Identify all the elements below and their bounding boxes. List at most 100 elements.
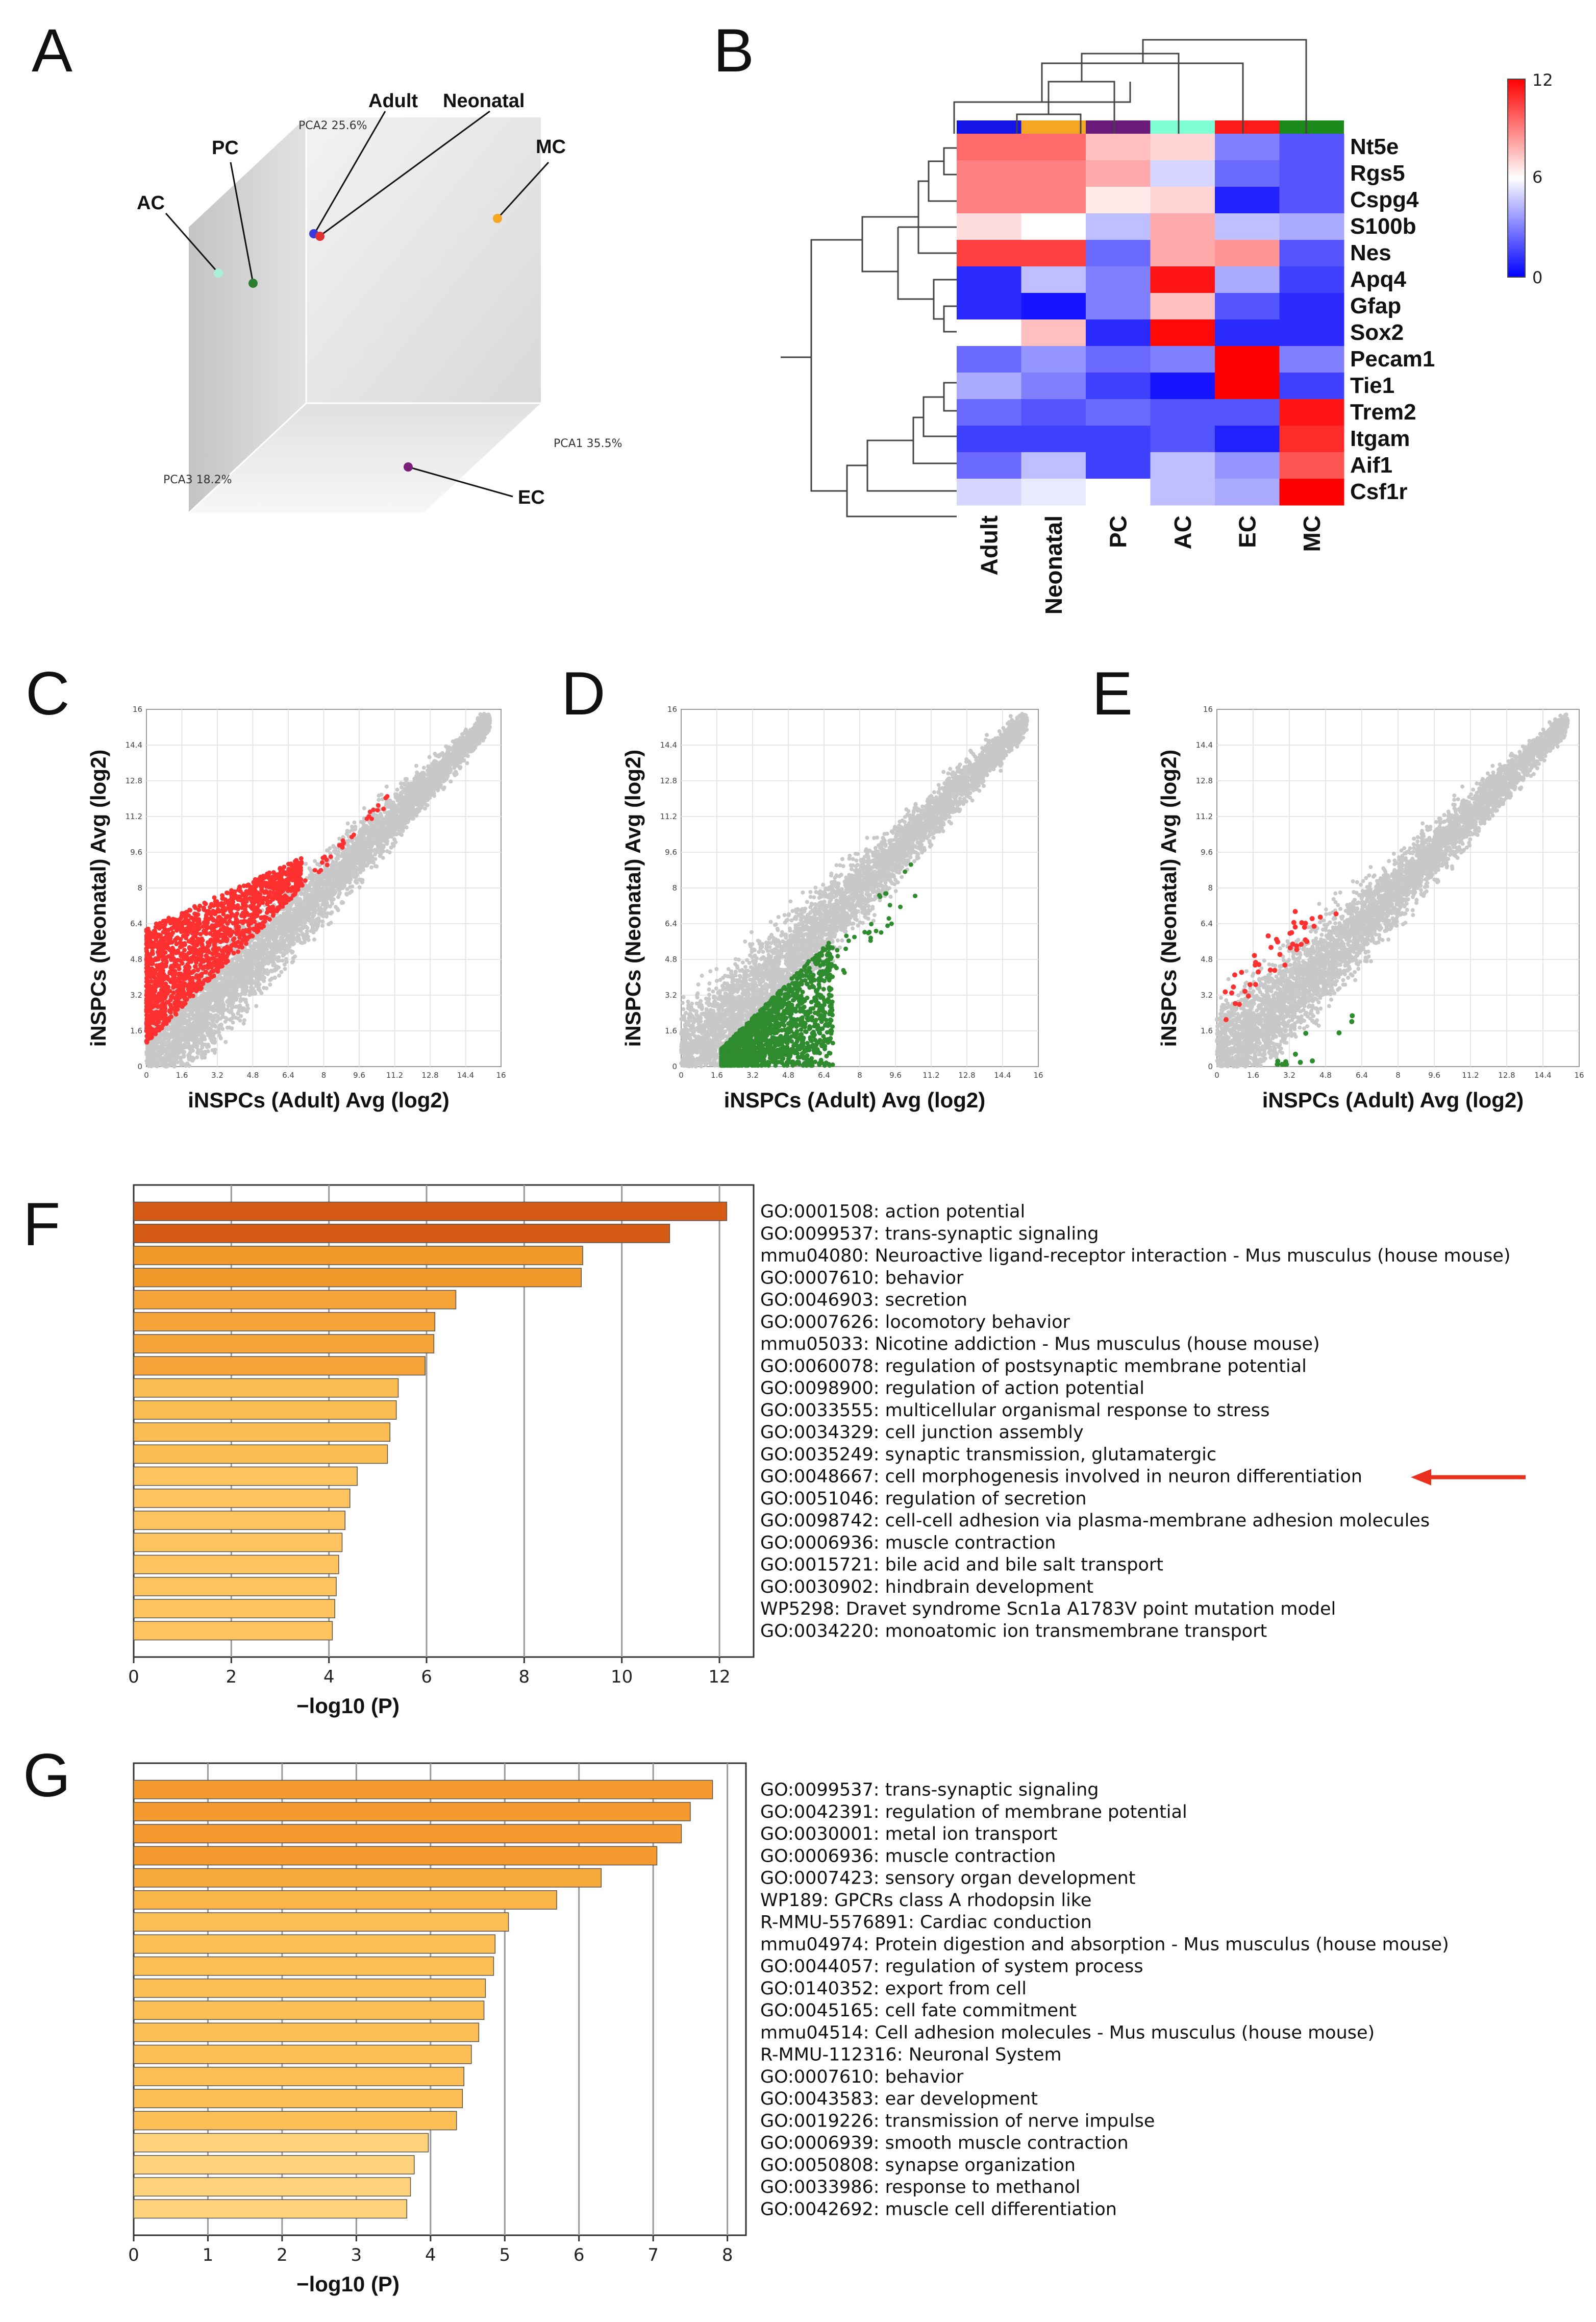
scatter-point-gray: [281, 953, 285, 958]
heat-cell: [1150, 213, 1215, 240]
pca-point-neonatal: [315, 232, 325, 241]
scatter-point-gray: [241, 1006, 245, 1011]
heat-cell: [1279, 346, 1344, 373]
scatter-point-gray: [264, 986, 269, 991]
scatter-point-gray: [487, 725, 491, 729]
scatter-point-gray: [246, 948, 251, 953]
heat-cell: [1086, 399, 1151, 426]
heat-cell: [1215, 187, 1280, 214]
scatter-point-gray: [313, 919, 317, 923]
scatter-point-gray: [179, 1043, 184, 1048]
pca-point-mc: [493, 214, 502, 223]
scatter-point-gray: [208, 1012, 212, 1017]
heat-cell: [1021, 213, 1086, 240]
heat-cell: [1279, 293, 1344, 320]
heat-cell: [1021, 266, 1086, 293]
row-dendrogram: [781, 147, 957, 517]
scatter-point-gray: [202, 1004, 206, 1009]
scatter-point-gray: [277, 973, 282, 978]
scatter-point-gray: [478, 712, 483, 717]
scatter-point-gray: [307, 866, 312, 871]
scatter-point-gray: [368, 847, 373, 852]
heat-cell: [1086, 452, 1151, 479]
scatter-point-gray: [213, 990, 217, 995]
scatter-point-gray: [300, 932, 304, 937]
pca-label-adult: Adult: [368, 90, 418, 112]
scatter-point-gray: [284, 959, 289, 964]
colorbar-adult: [957, 120, 1021, 134]
heat-cell: [957, 293, 1021, 320]
heatmap-column-labels: Adult Neonatal PC AC EC MC: [976, 515, 1325, 614]
scatter-point-gray: [268, 934, 272, 939]
heat-cell: [1086, 240, 1151, 267]
scatter-point-gray: [325, 848, 329, 853]
scatter-point-gray: [243, 984, 247, 989]
colorbar-ac: [1150, 120, 1215, 134]
scatter-point-gray: [312, 937, 316, 942]
scatter-point-gray: [204, 1024, 208, 1029]
scatter-point-gray: [233, 990, 238, 994]
scatter-point-gray: [192, 1017, 196, 1021]
scatter-point-gray: [430, 788, 434, 793]
scatter-point-gray: [247, 993, 252, 997]
scatter-point-gray: [259, 971, 263, 976]
scatter-point-gray: [271, 927, 276, 932]
scatter-point-gray: [236, 1011, 240, 1016]
heat-cell: [957, 187, 1021, 214]
column-label: EC: [1234, 515, 1260, 548]
heatmap-gene-labels: Nt5eRgs5Cspg4S100bNesApq4GfapSox2Pecam1T…: [1350, 134, 1435, 504]
heat-cell: [1215, 160, 1280, 187]
heat-cell: [1021, 293, 1086, 320]
scatter-point-gray: [214, 984, 219, 989]
heat-cell: [957, 346, 1021, 373]
scatter-point-gray: [410, 808, 415, 812]
heat-cell: [1021, 319, 1086, 347]
scatter-point-gray: [220, 1014, 225, 1019]
pca3-label: PCA3 18.2%: [163, 474, 232, 486]
heat-cell: [1021, 240, 1086, 267]
scatter-point-gray: [423, 806, 428, 811]
scatter-point-gray: [272, 935, 277, 940]
scatter-point-gray: [448, 779, 453, 784]
scatter-point-gray: [187, 1057, 191, 1061]
scatter-point-gray: [214, 1000, 218, 1004]
scatter-x-tick: 4.8: [247, 1071, 259, 1080]
scatter-point-gray: [415, 808, 420, 812]
heatmap-column-colorbar: [957, 120, 1344, 134]
panel-a-letter: A: [32, 16, 72, 85]
scatter-point-gray: [398, 791, 403, 795]
heat-cell: [1021, 426, 1086, 453]
heat-cell: [1086, 160, 1151, 187]
scatter-point-gray: [322, 911, 327, 916]
scatter-point-gray: [427, 755, 432, 759]
heat-cell: [1086, 187, 1151, 214]
scatter-point-gray: [359, 878, 363, 882]
pca-label-ac: AC: [137, 192, 165, 214]
scatter-point-gray: [403, 786, 407, 791]
scatter-point-gray: [336, 850, 341, 854]
scatter-point-gray: [165, 1031, 169, 1036]
scatter-point-gray: [398, 796, 403, 800]
pca-left-wall: [189, 117, 306, 513]
scatter-point-gray: [266, 955, 270, 960]
scatter-point-gray: [293, 906, 297, 911]
heat-cell: [1150, 319, 1215, 347]
scatter-point-gray: [306, 915, 311, 919]
scatter-point-gray: [213, 1014, 217, 1018]
scatter-x-tick: 1.6: [176, 1071, 188, 1080]
scatter-point-gray: [225, 1025, 230, 1030]
scatter-point-gray: [406, 805, 411, 809]
scatter-point-gray: [183, 1014, 188, 1018]
scatter-point-gray: [359, 820, 363, 824]
scatter-point-gray: [331, 871, 335, 875]
scatter-point-gray: [242, 1018, 246, 1023]
heat-cell: [1279, 399, 1344, 426]
scatter-point-gray: [265, 972, 270, 976]
scatter-point-gray: [197, 1032, 202, 1036]
scatter-point-gray: [268, 982, 272, 987]
heat-cell: [1086, 346, 1151, 373]
gene-label: S100b: [1350, 214, 1416, 239]
scatter-point-gray: [305, 926, 310, 930]
scatter-point-gray: [376, 844, 381, 849]
heat-cell: [1150, 240, 1215, 267]
